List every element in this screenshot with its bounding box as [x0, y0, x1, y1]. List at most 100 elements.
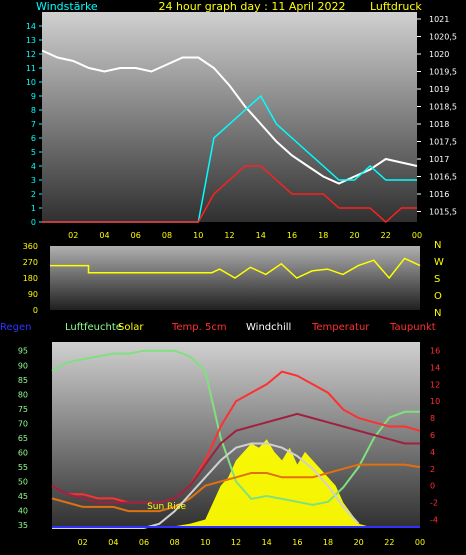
y-left-tick-label: 14 [26, 22, 36, 31]
humidity-tick-label: 90 [18, 361, 28, 370]
y-right-tick-label: 1016 [429, 190, 449, 199]
x-tick-label: 18 [318, 231, 328, 240]
temperature-tick-label: 16 [430, 346, 440, 355]
direction-series-line [50, 257, 421, 280]
axis-label-left: Windstärke [36, 0, 98, 13]
climate-series-line [51, 412, 420, 504]
x-tick-label: 20 [349, 231, 359, 240]
x-tick-label: 08 [162, 231, 172, 240]
legend-entry: Luftfeuchte [65, 322, 122, 333]
wind-series-line [41, 49, 418, 185]
temperature-tick-label: 8 [430, 414, 435, 423]
x-tick-label: 12 [231, 538, 241, 547]
legend-entry: Regen [0, 322, 32, 333]
x-tick-label: 06 [131, 231, 141, 240]
x-tick-label: 16 [292, 538, 302, 547]
x-tick-label: 04 [108, 538, 118, 547]
temperature-tick-label: 14 [430, 363, 440, 372]
x-tick-label: 14 [262, 538, 272, 547]
x-tick-label: 22 [381, 231, 391, 240]
axis-label-right: Luftdruck [370, 0, 422, 13]
temperature-tick-label: 6 [430, 431, 435, 440]
wind-series-line [42, 165, 417, 224]
y-right-tick-label: 1021 [429, 15, 449, 24]
direction-tick-label: 360 [23, 242, 38, 251]
temperature-tick-label: 10 [430, 397, 440, 406]
y-left-tick-label: 8 [31, 106, 36, 115]
humidity-tick-label: 55 [18, 463, 28, 472]
temperature-tick-label: 2 [430, 465, 435, 474]
sunrise-annotation: Sun Rise [147, 502, 186, 512]
humidity-tick-label: 35 [18, 521, 28, 530]
direction-tick-label: 0 [33, 306, 38, 315]
y-right-tick-label: 1020,5 [429, 33, 457, 42]
x-tick-label: 00 [412, 231, 422, 240]
y-right-tick-label: 1018 [429, 120, 449, 129]
climate-series-line [51, 349, 420, 506]
legend-entry: Windchill [246, 322, 291, 333]
y-left-tick-label: 13 [26, 36, 36, 45]
y-left-tick-label: 9 [31, 92, 36, 101]
temperature-tick-label: -4 [430, 516, 438, 525]
y-left-tick-label: 2 [31, 190, 36, 199]
x-tick-label: 02 [68, 231, 78, 240]
y-left-tick-label: 12 [26, 50, 36, 59]
y-right-tick-label: 1015,5 [429, 208, 457, 217]
y-right-tick-label: 1019 [429, 85, 449, 94]
chart-title: 24 hour graph day : 11 April 2022 [159, 0, 346, 13]
climate-series-line [51, 370, 421, 504]
direction-tick-label: 90 [28, 290, 38, 299]
y-left-tick-label: 1 [31, 204, 36, 213]
humidity-tick-label: 40 [18, 507, 28, 516]
y-left-tick-label: 7 [31, 120, 36, 129]
humidity-tick-label: 65 [18, 434, 28, 443]
compass-label: S [434, 274, 440, 285]
compass-label: W [434, 257, 444, 268]
humidity-tick-label: 60 [18, 448, 28, 457]
humidity-tick-label: 85 [18, 376, 28, 385]
compass-label: N [434, 240, 441, 251]
humidity-tick-label: 45 [18, 492, 28, 501]
solar-area [52, 439, 420, 528]
x-tick-label: 06 [139, 538, 149, 547]
direction-tick-label: 180 [23, 274, 38, 283]
y-left-tick-label: 4 [31, 162, 36, 171]
y-right-tick-label: 1017,5 [429, 138, 457, 147]
direction-tick-label: 270 [23, 258, 38, 267]
y-left-tick-label: 3 [31, 176, 36, 185]
humidity-tick-label: 50 [18, 478, 28, 487]
y-left-tick-label: 5 [31, 148, 36, 157]
x-tick-label: 18 [323, 538, 333, 547]
x-tick-label: 12 [224, 231, 234, 240]
temperature-tick-label: -2 [430, 499, 438, 508]
temperature-tick-label: 12 [430, 380, 440, 389]
plot-area-wind [42, 12, 417, 222]
x-tick-label: 10 [193, 231, 203, 240]
climate-series-line [52, 442, 360, 529]
legend-entry: Solar [118, 322, 144, 333]
climate-series-line [51, 463, 421, 513]
x-tick-label: 20 [354, 538, 364, 547]
humidity-tick-label: 95 [18, 347, 28, 356]
humidity-tick-label: 75 [18, 405, 28, 414]
temperature-tick-label: 0 [430, 482, 435, 491]
humidity-tick-label: 80 [18, 390, 28, 399]
x-tick-label: 14 [256, 231, 266, 240]
x-tick-label: 02 [78, 538, 88, 547]
y-right-tick-label: 1016,5 [429, 173, 457, 182]
y-right-tick-label: 1017 [429, 155, 449, 164]
y-right-tick-label: 1018,5 [429, 103, 457, 112]
legend-entry: Temperatur [311, 322, 370, 333]
y-left-tick-label: 0 [31, 218, 36, 227]
y-left-tick-label: 11 [26, 64, 36, 73]
humidity-tick-label: 70 [18, 419, 28, 428]
temperature-tick-label: 4 [430, 448, 435, 457]
y-right-tick-label: 1020 [429, 50, 449, 59]
compass-label: O [434, 291, 442, 302]
compass-label: N [434, 308, 441, 319]
legend-entry: Taupunkt [389, 322, 436, 333]
x-tick-label: 10 [200, 538, 210, 547]
x-tick-label: 00 [415, 538, 425, 547]
